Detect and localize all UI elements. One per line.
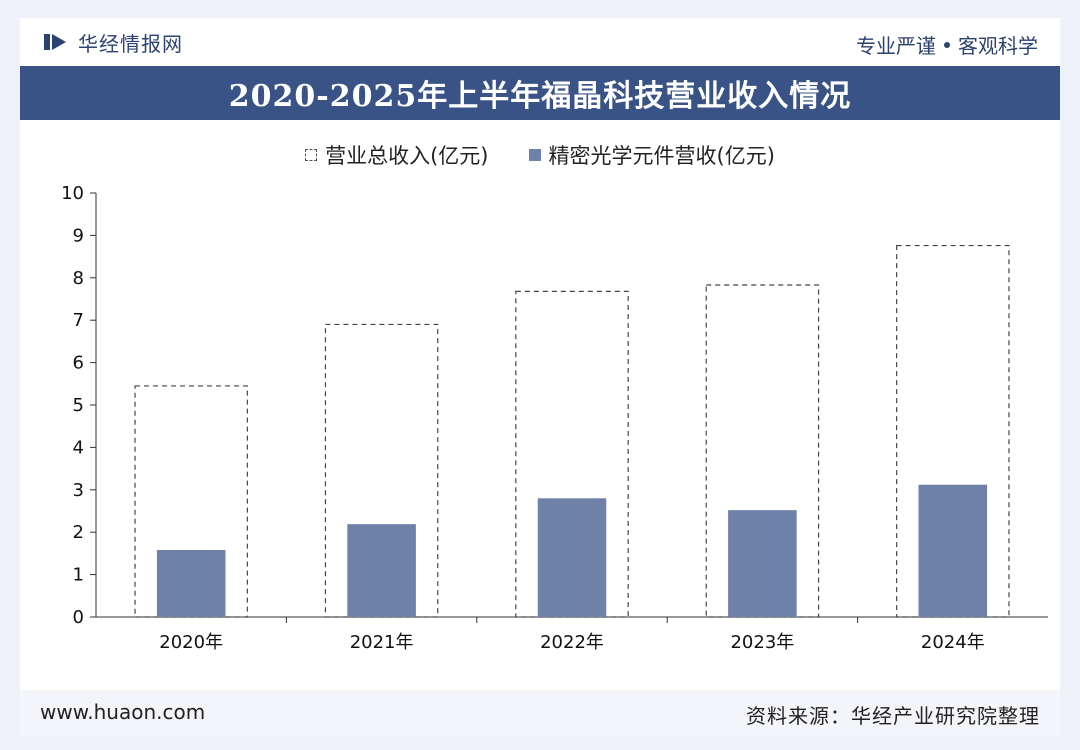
data-source: 资料来源：华经产业研究院整理 (746, 704, 1040, 728)
title-band: 2020-2025年上半年福晶科技营业收入情况 (20, 66, 1060, 120)
brand-logo-icon (44, 34, 66, 50)
website-link[interactable]: www.huaon.com (40, 700, 206, 724)
bar-total-revenue (515, 290, 629, 618)
y-tick-label: 2 (73, 522, 84, 543)
brand-name: 华经情报网 (78, 31, 183, 56)
legend-label-total: 营业总收入(亿元) (325, 144, 489, 168)
bar-optics-revenue (156, 550, 226, 617)
chart-card: 华经情报网 专业严谨 客观科学 2020-2025年上半年福晶科技营业收入情况 … (20, 18, 1060, 736)
bar-total-revenue (896, 244, 1010, 618)
y-tick-label: 3 (73, 480, 84, 501)
y-tick-label: 0 (73, 607, 84, 628)
y-tick-label: 4 (73, 437, 84, 458)
y-tick-label: 1 (73, 565, 84, 586)
legend-label-optics: 精密光学元件营收(亿元) (548, 144, 775, 168)
bar-optics-revenue (918, 484, 988, 617)
chart-title: 2020-2025年上半年福晶科技营业收入情况 (228, 79, 852, 114)
top-bar: 华经情报网 专业严谨 客观科学 (20, 18, 1060, 64)
slogan-left: 专业严谨 (856, 34, 936, 58)
y-tick-label: 6 (73, 353, 84, 374)
y-tick-label: 10 (61, 183, 84, 204)
x-tick-label: 2022年 (540, 632, 604, 653)
slogan: 专业严谨 客观科学 (856, 30, 1038, 59)
footer: www.huaon.com 资料来源：华经产业研究院整理 (20, 690, 1060, 736)
y-tick-label: 7 (73, 310, 84, 331)
bar-chart: 0 1 2 3 4 5 6 7 8 9 10 2020年 2021年 2022年 2023年 2024年 (61, 183, 1048, 653)
x-tick-label: 2024年 (921, 632, 985, 653)
y-tick-label: 8 (73, 268, 84, 289)
legend-swatch-optics (528, 149, 541, 161)
y-tick-label: 5 (73, 395, 84, 416)
x-tick-label: 2020年 (159, 632, 223, 653)
y-tick-label: 9 (73, 225, 84, 246)
legend: 营业总收入(亿元) 精密光学元件营收(亿元) (20, 140, 1060, 170)
x-tick-label: 2023年 (730, 632, 794, 653)
slogan-dot-icon (944, 41, 950, 48)
slogan-right: 客观科学 (958, 34, 1038, 58)
bar-optics-revenue (537, 498, 607, 617)
x-tick-label: 2021年 (350, 632, 414, 653)
bar-optics-revenue (728, 510, 797, 617)
brand: 华经情报网 (42, 28, 183, 56)
bar-total-revenue (705, 284, 820, 618)
legend-item-total: 营业总收入(亿元) (305, 140, 489, 170)
bar-optics-revenue (347, 524, 416, 617)
legend-item-optics: 精密光学元件营收(亿元) (528, 140, 775, 170)
legend-swatch-total (305, 149, 318, 161)
